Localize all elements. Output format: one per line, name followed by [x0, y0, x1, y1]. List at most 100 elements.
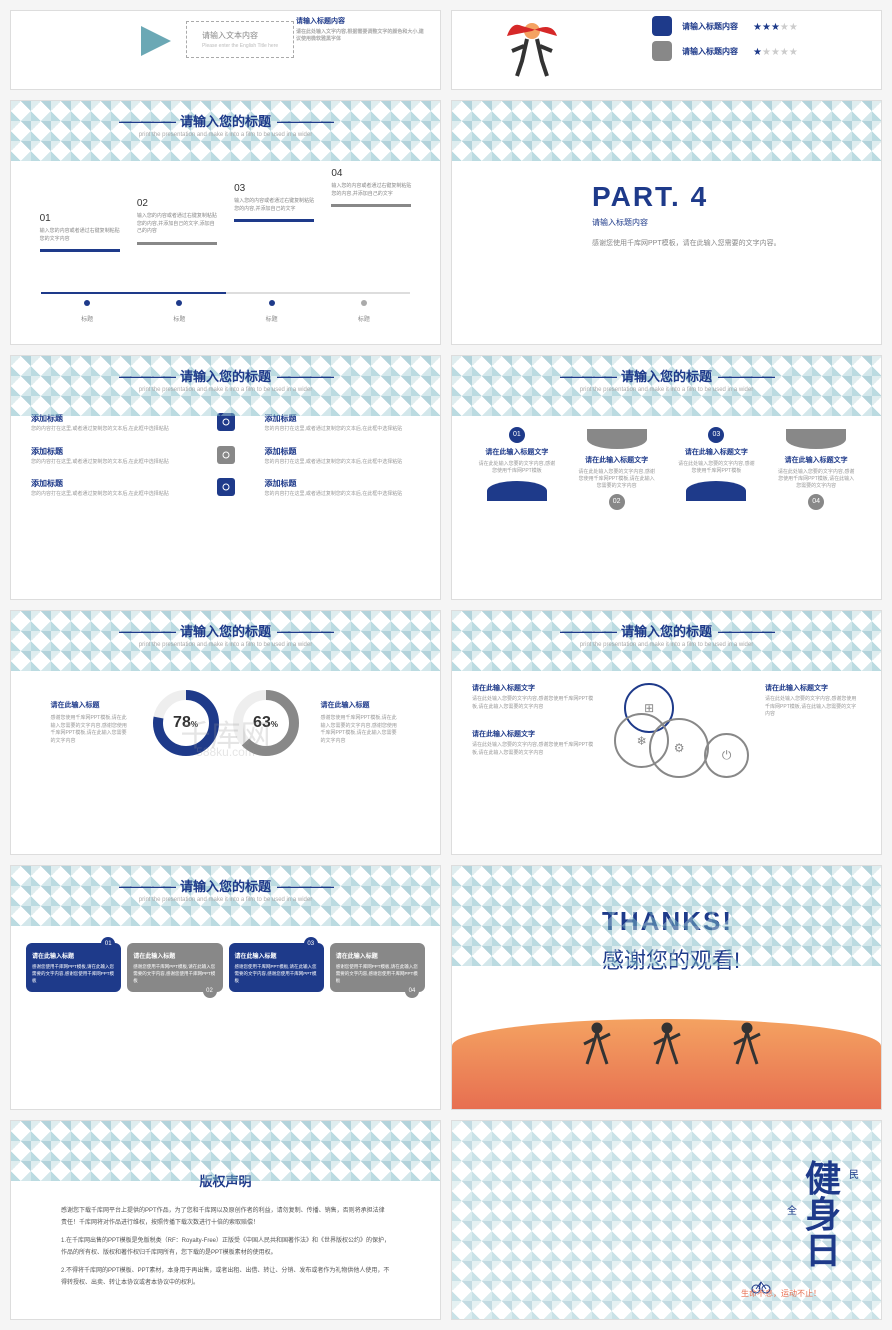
donut-right-text: 请在此输入标题 感谢您使用千库网PPT模板,请在此输入您需要的文字内容,感谢您使… [321, 701, 401, 746]
slide-10-thanks: THANKS! 感谢您的观看! [451, 865, 882, 1110]
text-block: 请在此输入标题文字请在此处输入您要的文字内容,感谢您使用千库网PPT模板,请在此… [472, 683, 594, 711]
step-text: 输入您的内容或者通过右键复制粘贴您的内容,并添加自己的文字 [234, 198, 314, 213]
icon-row: 添加标题您的内容打在这里,或者通过复制您的文本后,在此框中选择粘贴 添加标题您的… [11, 446, 440, 467]
slide-9-cards: 请输入您的标题 print the presentation and make … [10, 865, 441, 1110]
runner-icon [582, 1019, 612, 1069]
step-bar [331, 204, 411, 207]
right-col: 添加标题您的内容打在这里,或者通过复制您的文本后,在此框中选择粘贴 [265, 478, 421, 499]
feature-icon [217, 478, 235, 496]
step-item: 03 输入您的内容或者通过右键复制粘贴您的内容,并添加自己的文字 [234, 183, 314, 252]
slide-subtitle: print the presentation and make it into … [11, 897, 440, 903]
part4-sub: 请输入标题内容 [592, 217, 881, 228]
left-col: 添加标题您的内容打在这里,或者通过复制您的文本后,在此框中选择粘贴 [31, 446, 187, 467]
icon-row: 添加标题您的内容打在这里,或者通过复制您的文本后,在此框中选择粘贴 添加标题您的… [11, 478, 440, 499]
card-number: 04 [405, 984, 419, 998]
triangle-bg [11, 1121, 440, 1181]
process-item: 请在此输入标题文字请在此处输入您要的文字内容,感谢您使用千库网PPT模板,请在此… [776, 423, 856, 510]
step-item: 01 输入您的内容或者通过右键复制粘贴您的文字内容 [40, 213, 120, 252]
slide-subtitle: print the presentation and make it into … [11, 387, 440, 393]
slide-3-steps: 请输入您的标题 print the presentation and make … [10, 100, 441, 345]
right-col: 添加标题您的内容打在这里,或者通过复制您的文本后,在此框中选择粘贴 [265, 446, 421, 467]
slide-5-icons: 请输入您的标题 print the presentation and make … [10, 355, 441, 600]
text-block: 请在此输入标题文字请在此处输入您要的文字内容,感谢您使用千库网PPT模板,请在此… [472, 729, 594, 757]
card-number: 02 [203, 984, 217, 998]
card-number: 03 [304, 937, 318, 951]
card-desc: 感谢您使用千库网PPT模板,请在此输入您需要的文字内容,感谢您使用千库网PPT模… [133, 964, 216, 984]
part4-desc: 感谢您使用千库网PPT模板，请在此输入您需要的文字内容。 [592, 238, 881, 249]
slide-subtitle: print the presentation and make it into … [11, 642, 440, 648]
slide-subtitle: print the presentation and make it into … [452, 387, 881, 393]
slide-subtitle: print the presentation and make it into … [11, 132, 440, 138]
dot-label: 标题 [173, 314, 185, 323]
info-card: 02 请在此输入标题 感谢您使用千库网PPT模板,请在此输入您需要的文字内容,感… [127, 943, 222, 992]
slide-title: 请输入您的标题 [452, 611, 881, 640]
left-col: 添加标题您的内容打在这里,或者通过复制您的文本后,在此框中选择粘贴 [31, 478, 187, 499]
slide-title: 请输入您的标题 [11, 101, 440, 130]
color-square [652, 16, 672, 36]
slide-11-copyright: 版权声明 感谢您下载千库网平台上提供的PPT作品，为了您和千库网以及原创作者的利… [10, 1120, 441, 1320]
text-block: 请在此输入标题文字请在此处输入您要的文字内容,感谢您使用千库网PPT模板,请在此… [765, 683, 861, 719]
donut-chart: 78% [151, 688, 221, 758]
info-card: 01 请在此输入标题 感谢您使用千库网PPT模板,请在此输入您需要的文字内容,感… [26, 943, 121, 992]
step-item: 04 输入您的内容或者通过右键复制粘贴您的内容,并添加自己的文字 [331, 168, 411, 252]
star-rating: ★★★★★ [753, 17, 798, 35]
card-desc: 感谢您使用千库网PPT模板,请在此输入您需要的文字内容,感谢您使用千库网PPT模… [32, 964, 115, 984]
slide-title: 请输入您的标题 [11, 866, 440, 895]
circle-icon-3: ⚙ [649, 718, 709, 778]
slide-8-circles: 请输入您的标题 print the presentation and make … [451, 610, 882, 855]
step-text: 输入您的内容或者通过右键复制粘贴您的文字内容 [40, 228, 120, 243]
star-rating: ★★★★★ [753, 42, 798, 60]
icon-row: 添加标题您的内容打在这里,或者通过复制您的文本后,在此框中选择粘贴 添加标题您的… [11, 413, 440, 434]
right-block: 请输入标题内容 请在此处输入文字内容,根据需要调整文字的颜色和大小,建议使用微软… [296, 16, 426, 43]
card-number: 01 [101, 937, 115, 951]
triangle-bg [452, 101, 881, 161]
box-text: 请输入文本内容 [202, 30, 278, 41]
row-label: 请输入标题内容 [682, 21, 738, 32]
bicycle-icon [751, 1279, 771, 1294]
circle-icon-4: ⏻ [704, 733, 749, 778]
card-title: 请在此输入标题 [133, 951, 216, 960]
slide-title: 请输入您的标题 [11, 356, 440, 385]
info-card: 04 请在此输入标题 感谢您使用千库网PPT模板,请在此输入您需要的文字内容,感… [330, 943, 425, 992]
right-title: 请输入标题内容 [296, 16, 426, 26]
slide-6-process: 请输入您的标题 print the presentation and make … [451, 355, 882, 600]
step-item: 02 输入您的内容或者通过右键复制粘贴您的内容,并添加自己的文字,添加自己的内容 [137, 198, 217, 252]
process-item: 请在此输入标题文字请在此处输入您要的文字内容,感谢您使用千库网PPT模板,请在此… [577, 423, 657, 510]
slide-title: 请输入您的标题 [11, 611, 440, 640]
dot-label: 标题 [358, 314, 370, 323]
runner-icon [732, 1019, 762, 1069]
dot-label: 标题 [81, 314, 93, 323]
step-bar [40, 249, 120, 252]
part4-title: PART. 4 [592, 181, 881, 213]
card-title: 请在此输入标题 [235, 951, 318, 960]
slide-2-partial: 请输入标题内容 ★★★★★ 请输入标题内容 ★★★★★ [451, 10, 882, 90]
info-card: 03 请在此输入标题 感谢您使用千库网PPT模板,请在此输入您需要的文字内容,感… [229, 943, 324, 992]
copyright-body: 感谢您下载千库网平台上提供的PPT作品，为了您和千库网以及原创作者的利益，请勿复… [11, 1190, 440, 1310]
slide-7-donuts: 请输入您的标题 print the presentation and make … [10, 610, 441, 855]
right-desc: 请在此处输入文字内容,根据需要调整文字的颜色和大小,建议使用微软雅黑字体 [296, 29, 426, 43]
runner-icon [652, 1019, 682, 1069]
runner-illustration [482, 11, 582, 81]
step-text: 输入您的内容或者通过右键复制粘贴您的内容,并添加自己的文字 [331, 183, 411, 198]
card-title: 请在此输入标题 [336, 951, 419, 960]
process-item: 01请在此输入标题文字请在此处输入您要的文字内容,感谢您使用千库网PPT模板 [477, 423, 557, 510]
donut-chart: 63% [231, 688, 301, 758]
step-number: 03 [234, 183, 314, 194]
step-bar [234, 219, 314, 222]
color-square [652, 41, 672, 61]
slide-title: 请输入您的标题 [452, 356, 881, 385]
timeline [41, 292, 410, 294]
donut-left-text: 请在此输入标题 感谢您使用千库网PPT模板,请在此输入您需要的文字内容,感谢您使… [51, 701, 131, 746]
slide-subtitle: print the presentation and make it into … [452, 642, 881, 648]
feature-icon [217, 446, 235, 464]
process-item: 03请在此输入标题文字请在此处输入您要的文字内容,感谢您使用千库网PPT模板 [676, 423, 756, 510]
triangle-bg [452, 866, 881, 966]
dot-label: 标题 [266, 314, 278, 323]
card-desc: 感谢您使用千库网PPT模板,请在此输入您需要的文字内容,感谢您使用千库网PPT模… [336, 964, 419, 984]
step-text: 输入您的内容或者通过右键复制粘贴您的内容,并添加自己的文字,添加自己的内容 [137, 213, 217, 236]
slide-4-part4: PART. 4 请输入标题内容 感谢您使用千库网PPT模板，请在此输入您需要的文… [451, 100, 882, 345]
slide-1-partial: 请输入文本内容 Please enter the English Title h… [10, 10, 441, 90]
slide-12-fitness: 健 民 身 全 日 生命不息，运动不止！ [451, 1120, 882, 1320]
circle-diagram: ⊞ ❄ ⚙ ⏻ [614, 683, 745, 813]
box-sub: Please enter the English Title here [202, 43, 278, 49]
